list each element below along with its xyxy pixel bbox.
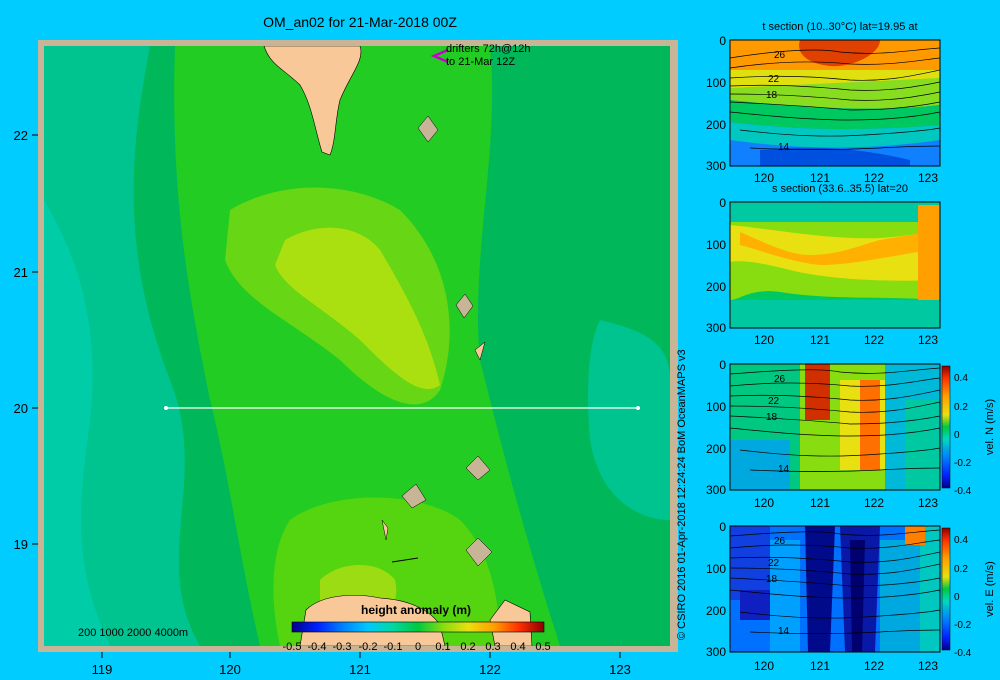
colorbar-tick: -0.3 — [333, 641, 352, 653]
lon-tick: 122 — [864, 496, 884, 510]
vel-e-label: vel. E (m/s) — [984, 561, 996, 617]
y-tick-label: 21 — [14, 265, 28, 280]
contour-label: 26 — [774, 536, 786, 547]
depth-tick: 0 — [719, 520, 726, 534]
colorbar-tick: 0 — [415, 641, 421, 653]
depth-tick: 200 — [706, 280, 726, 294]
colorbar-tick: -0.1 — [384, 641, 403, 653]
colorbar-tick: 0.5 — [535, 641, 550, 653]
depth-tick: 300 — [706, 483, 726, 497]
vel-tick: -0.2 — [954, 620, 972, 631]
vel-tick: 0.2 — [954, 402, 968, 413]
depth-tick: 300 — [706, 321, 726, 335]
depth-tick: 300 — [706, 645, 726, 659]
colorbar-tick: 0.3 — [485, 641, 500, 653]
s-section-title: s section (33.6..35.5) lat=20 — [772, 183, 908, 195]
t-section-title: t section (10..30°C) lat=19.95 at — [762, 21, 917, 33]
height-anomaly-field — [44, 46, 670, 646]
x-tick-label: 123 — [609, 662, 631, 677]
vel-tick: 0.4 — [954, 535, 968, 546]
lon-tick: 122 — [864, 659, 884, 673]
vel-e-panel: 26 22 18 14 0.4 0.2 0 -0.2 -0.4 vel. E (… — [729, 525, 996, 659]
depth-tick: 100 — [706, 400, 726, 414]
lon-tick: 120 — [754, 496, 774, 510]
s-section-panel: s section (33.6..35.5) lat=20 — [729, 183, 941, 329]
x-tick-label: 120 — [219, 662, 241, 677]
colorbar-title: height anomaly (m) — [361, 603, 471, 617]
main-map: 119 120 121 122 123 22 21 20 19 drifters… — [14, 40, 678, 677]
section-panels: t section (10..30°C) lat=19.95 at — [706, 21, 996, 673]
lon-tick: 120 — [754, 333, 774, 347]
vel-tick: 0.2 — [954, 564, 968, 575]
colorbar-tick: -0.5 — [283, 641, 302, 653]
depth-tick: 200 — [706, 118, 726, 132]
contour-label: 22 — [768, 558, 780, 569]
lon-tick: 121 — [810, 171, 830, 185]
x-tick-label: 121 — [349, 662, 371, 677]
contour-label: 26 — [774, 374, 786, 385]
vel-tick: 0.4 — [954, 373, 968, 384]
colorbar-tick: -0.2 — [359, 641, 378, 653]
vel-n-label: vel. N (m/s) — [984, 399, 996, 455]
x-tick-label: 122 — [479, 662, 501, 677]
map-title: OM_an02 for 21-Mar-2018 00Z — [263, 14, 457, 30]
lon-tick: 122 — [864, 333, 884, 347]
y-tick-label: 19 — [14, 537, 28, 552]
depth-tick: 100 — [706, 562, 726, 576]
lon-tick: 120 — [754, 171, 774, 185]
contour-label: 18 — [766, 412, 778, 423]
depth-legend: 200 1000 2000 4000m — [78, 627, 188, 639]
t-section-panel: t section (10..30°C) lat=19.95 at — [729, 21, 941, 167]
contour-label: 18 — [766, 90, 778, 101]
lon-tick: 123 — [918, 659, 938, 673]
lon-tick: 122 — [864, 171, 884, 185]
depth-tick: 200 — [706, 442, 726, 456]
depth-tick: 0 — [719, 34, 726, 48]
depth-tick: 300 — [706, 159, 726, 173]
lon-tick: 121 — [810, 496, 830, 510]
vel-tick: -0.4 — [954, 648, 972, 659]
contour-label: 18 — [766, 574, 778, 585]
contour-label: 22 — [768, 396, 780, 407]
colorbar-tick: -0.4 — [308, 641, 327, 653]
contour-label: 14 — [778, 142, 790, 153]
vel-e-colorbar — [941, 527, 951, 651]
contour-label: 22 — [768, 74, 780, 85]
contour-label: 14 — [778, 464, 790, 475]
depth-tick: 0 — [719, 358, 726, 372]
vel-tick: -0.4 — [954, 486, 972, 497]
depth-tick: 0 — [719, 196, 726, 210]
y-tick-label: 20 — [14, 401, 28, 416]
lon-tick: 123 — [918, 496, 938, 510]
vel-n-panel: 26 22 18 14 0.4 0.2 0 -0.2 -0.4 vel. N (… — [729, 363, 996, 497]
colorbar-tick: 0.2 — [460, 641, 475, 653]
drifters-label: drifters 72h@12h — [446, 43, 531, 55]
drifter-arrow-icon — [430, 48, 449, 64]
colorbar-tick: 0.1 — [435, 641, 450, 653]
colorbar-tick: 0.4 — [510, 641, 525, 653]
depth-tick: 200 — [706, 604, 726, 618]
x-tick-label: 119 — [92, 662, 113, 677]
vel-tick: 0 — [954, 430, 960, 441]
lon-tick: 121 — [810, 659, 830, 673]
contour-label: 14 — [778, 626, 790, 637]
section-line — [164, 406, 640, 410]
vel-n-colorbar — [941, 365, 951, 489]
y-tick-label: 22 — [14, 128, 28, 143]
depth-tick: 100 — [706, 238, 726, 252]
drifters-time-label: to 21-Mar 12Z — [446, 56, 515, 68]
luzon-land — [299, 595, 446, 646]
colorbar: height anomaly (m) -0.5 -0.4 -0.3 -0.2 -… — [283, 603, 551, 653]
vel-tick: -0.2 — [954, 458, 972, 469]
lon-tick: 123 — [918, 171, 938, 185]
vel-tick: 0 — [954, 592, 960, 603]
contour-label: 26 — [774, 50, 786, 61]
depth-tick: 100 — [706, 76, 726, 90]
taiwan-land — [263, 46, 362, 156]
lon-tick: 123 — [918, 333, 938, 347]
lon-tick: 120 — [754, 659, 774, 673]
lon-tick: 121 — [810, 333, 830, 347]
